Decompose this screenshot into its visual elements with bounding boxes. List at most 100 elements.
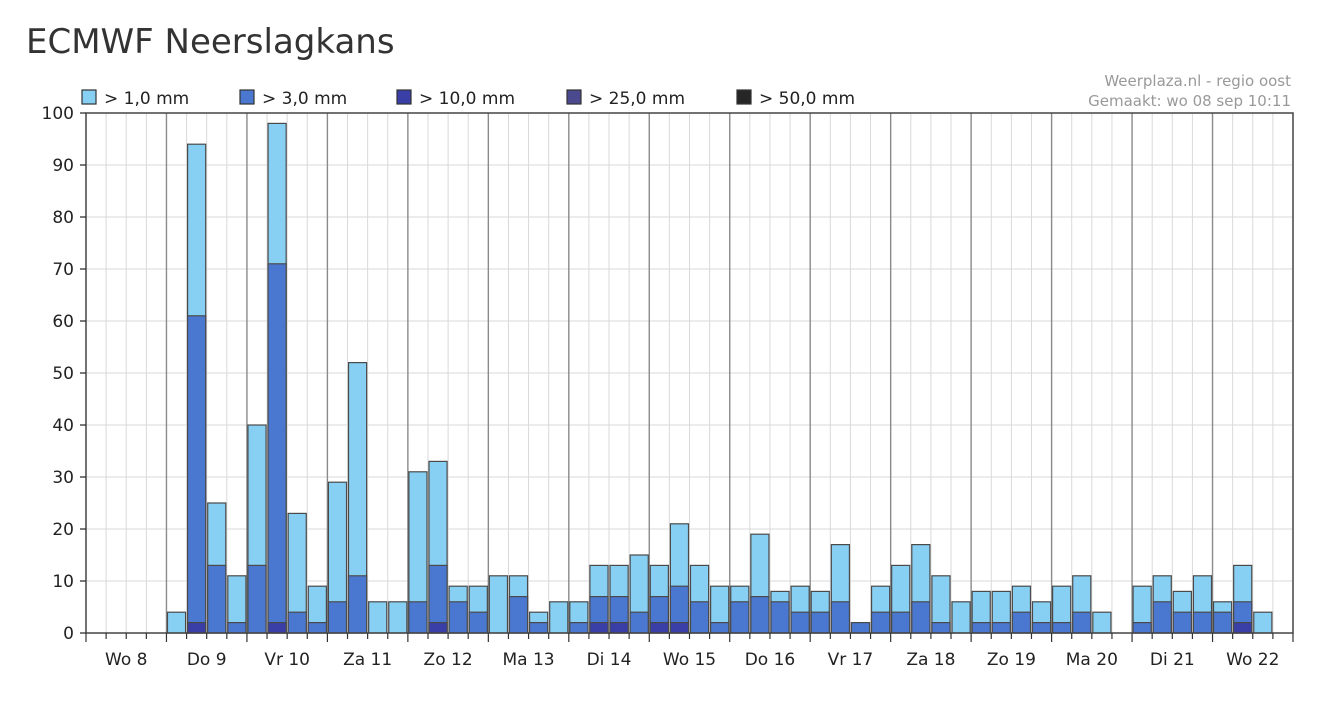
bar-series-0 — [166, 611, 187, 634]
y-tick-label: 50 — [52, 364, 74, 384]
chart-grid — [86, 112, 1293, 633]
bar-series-1 — [307, 621, 327, 634]
x-day-label: Di 21 — [1150, 650, 1195, 670]
bar-series-1 — [227, 621, 247, 634]
legend-label: > 1,0 mm — [104, 89, 189, 109]
x-day-label: Za 18 — [906, 650, 955, 670]
bar-series-1 — [991, 621, 1011, 634]
bar-series-1 — [569, 621, 589, 634]
bar-series-2 — [267, 621, 287, 634]
bar-series-1 — [287, 611, 307, 634]
bar-series-0 — [951, 601, 971, 634]
legend-swatch — [239, 89, 255, 105]
bar-series-2 — [669, 621, 690, 634]
bar-series-1 — [1212, 611, 1233, 634]
legend-swatch — [566, 89, 582, 105]
bar-series-1 — [207, 564, 227, 634]
y-tick-label: 60 — [52, 312, 74, 332]
bar-series-1 — [1152, 601, 1172, 634]
legend-swatch — [81, 89, 97, 105]
y-tick-label: 0 — [63, 624, 74, 644]
chart-axes: 0 10 20 30 40 50 60 70 80 90 100 Wo 8 Do 9 Vr 10 Za 11… — [42, 104, 1294, 670]
bar-series-1 — [790, 611, 810, 634]
bar-series-2 — [589, 621, 609, 634]
bar-series-1 — [1172, 611, 1193, 634]
y-tick-label: 40 — [52, 416, 74, 436]
bar-series-1 — [891, 611, 911, 634]
bar-series-0 — [488, 575, 509, 634]
y-tick-label: 30 — [52, 468, 74, 488]
bar-series-1 — [870, 611, 891, 634]
bar-series-1 — [508, 595, 529, 634]
y-tick-label: 100 — [42, 104, 74, 124]
legend-swatch — [736, 89, 752, 105]
x-day-label: Vr 17 — [828, 650, 874, 670]
bar-series-1 — [710, 621, 730, 634]
x-day-label: Wo 15 — [663, 650, 716, 670]
bar-series-2 — [649, 621, 669, 634]
legend-label: > 50,0 mm — [759, 89, 855, 109]
x-day-label: Wo 22 — [1226, 650, 1279, 670]
bar-series-1 — [830, 601, 851, 634]
bar-series-1 — [689, 601, 710, 634]
bar-series-1 — [186, 315, 207, 634]
chart-legend: > 1,0 mm > 3,0 mm > 10,0 mm > 25,0 mm > 50,0… — [81, 89, 855, 109]
bar-series-1 — [911, 601, 931, 634]
bar-series-1 — [1192, 611, 1213, 634]
bar-series-1 — [770, 601, 790, 634]
chart-bars — [166, 122, 1273, 634]
page-title: ECMWF Neerslagkans — [26, 22, 395, 62]
legend-swatch — [396, 89, 412, 105]
y-tick-label: 10 — [52, 572, 74, 592]
y-tick-label: 90 — [52, 156, 74, 176]
x-day-label: Ma 13 — [503, 650, 555, 670]
bar-series-1 — [931, 621, 951, 634]
bar-series-1 — [448, 601, 468, 634]
bar-series-2 — [609, 621, 629, 634]
bar-series-1 — [247, 564, 267, 634]
bar-series-0 — [1253, 611, 1273, 634]
bar-series-2 — [1233, 621, 1253, 634]
bar-series-1 — [850, 621, 871, 634]
y-tick-label: 20 — [52, 520, 74, 540]
x-day-label: Do 9 — [187, 650, 227, 670]
bar-series-1 — [750, 595, 770, 634]
x-day-label: Vr 10 — [264, 650, 310, 670]
bar-series-1 — [1072, 611, 1092, 634]
x-day-label: Di 14 — [587, 650, 632, 670]
bar-series-1 — [730, 601, 750, 634]
bar-series-1 — [267, 263, 287, 634]
bar-series-1 — [408, 601, 428, 634]
bar-series-1 — [1031, 621, 1052, 634]
x-day-label: Zo 12 — [424, 650, 473, 670]
bar-series-1 — [1011, 611, 1032, 634]
y-tick-label: 80 — [52, 208, 74, 228]
x-day-label: Do 16 — [745, 650, 796, 670]
y-tick-label: 70 — [52, 260, 74, 280]
bar-series-2 — [428, 621, 448, 634]
legend-label: > 10,0 mm — [419, 89, 515, 109]
credit-source: Weerplaza.nl - regio oost — [1104, 72, 1291, 90]
bar-series-1 — [810, 611, 830, 634]
bar-series-1 — [629, 611, 649, 634]
x-day-label: Ma 20 — [1066, 650, 1118, 670]
legend-label: > 3,0 mm — [262, 89, 347, 109]
x-day-label: Wo 8 — [105, 650, 147, 670]
bar-series-1 — [1132, 621, 1152, 634]
x-day-label: Zo 19 — [987, 650, 1036, 670]
bar-series-1 — [971, 621, 991, 634]
bar-series-1 — [1051, 621, 1072, 634]
bar-series-0 — [1092, 611, 1112, 634]
bar-series-0 — [368, 601, 388, 634]
x-day-label: Za 11 — [343, 650, 392, 670]
bar-series-1 — [327, 601, 348, 634]
bar-series-0 — [549, 601, 569, 634]
bar-series-1 — [347, 575, 368, 634]
bar-series-1 — [528, 621, 549, 634]
bar-series-0 — [388, 601, 408, 634]
legend-label: > 25,0 mm — [589, 89, 685, 109]
credit-timestamp: Gemaakt: wo 08 sep 10:11 — [1088, 92, 1291, 110]
bar-series-1 — [468, 611, 488, 634]
bar-series-2 — [186, 621, 207, 634]
